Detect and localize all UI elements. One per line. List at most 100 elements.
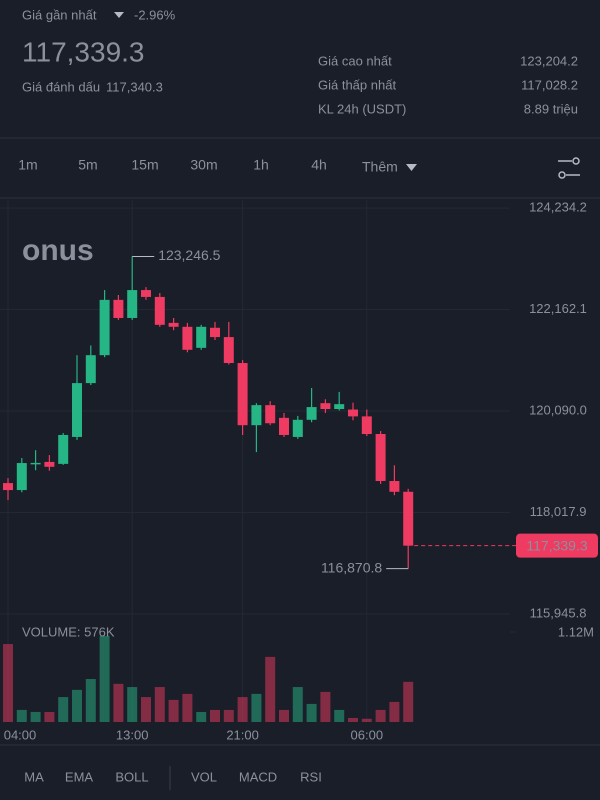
candle-body xyxy=(58,434,69,464)
candle-body xyxy=(85,355,96,384)
interval-tab[interactable]: 15m xyxy=(131,157,158,173)
candle-body xyxy=(141,290,151,297)
candle-body xyxy=(389,481,400,492)
volume-bar xyxy=(58,697,69,722)
candle-body xyxy=(154,296,165,325)
candle-body xyxy=(72,383,82,437)
volume-bar xyxy=(72,689,82,722)
dropdown-icon[interactable] xyxy=(114,12,124,18)
low-label: 116,870.8 xyxy=(321,559,382,575)
last-price-tag xyxy=(516,533,598,558)
x-tick-label: 13:00 xyxy=(116,727,149,742)
y-tick-label: 115,945.8 xyxy=(530,605,587,620)
y-tick-label: 120,090.0 xyxy=(529,402,587,417)
dropdown-icon[interactable] xyxy=(406,164,417,171)
candle-body xyxy=(196,326,207,348)
x-tick-label: 21:00 xyxy=(226,727,259,742)
interval-tab[interactable]: 4h xyxy=(311,157,327,173)
candle-body xyxy=(99,299,110,356)
volume-bar xyxy=(141,697,151,722)
candle-body xyxy=(223,337,234,364)
volume-bar xyxy=(196,711,207,722)
candle-body xyxy=(237,363,248,426)
volume-bar xyxy=(348,717,358,722)
indicator-tab[interactable]: MA xyxy=(24,769,44,784)
watermark: onus xyxy=(22,234,94,267)
candle-body xyxy=(113,299,124,318)
candle-body xyxy=(375,434,386,482)
y-tick-label: 124,234.2 xyxy=(529,200,587,215)
price: 117,339.3 xyxy=(22,36,145,67)
indicator-tab[interactable]: VOL xyxy=(191,769,217,784)
more-button[interactable]: Thêm xyxy=(362,159,398,175)
volume-bar xyxy=(99,636,110,722)
stat-value: 8.89 triệu xyxy=(524,101,578,116)
volume-bar xyxy=(279,709,289,722)
volume-bar xyxy=(375,709,386,722)
stat-label: Giá thấp nhất xyxy=(318,77,396,92)
last-price-label: 117,339.3 xyxy=(526,537,587,553)
chart: onus 124,234.2 122,162.1 120,090.0 118,017.9… xyxy=(0,200,598,742)
candle-body xyxy=(403,491,414,546)
candle-body xyxy=(16,463,27,491)
candle-body xyxy=(30,462,41,465)
change: -2.96% xyxy=(134,7,176,22)
volume-bar xyxy=(306,703,317,722)
volume-bar xyxy=(16,709,27,722)
volume-bar xyxy=(361,718,372,722)
volume-bar xyxy=(30,711,41,722)
last-label[interactable]: Giá gần nhất xyxy=(22,7,97,22)
volume-bar xyxy=(113,683,124,722)
candle-body xyxy=(210,327,220,338)
volume-bar xyxy=(251,693,262,722)
mark-price: 117,340.3 xyxy=(106,79,163,94)
volume-bar xyxy=(182,693,193,722)
mark-label: Giá đánh dấu xyxy=(22,79,100,94)
volume-bar xyxy=(265,656,276,722)
volume-max-label: 1.12M xyxy=(558,624,594,639)
indicator-tab[interactable]: MACD xyxy=(239,769,277,784)
indicator-tab[interactable]: BOLL xyxy=(115,769,148,784)
volume-bar xyxy=(44,711,55,722)
stat-value: 123,204.2 xyxy=(520,53,578,68)
y-tick-label: 122,162.1 xyxy=(529,301,587,316)
interval-tab[interactable]: 1m xyxy=(18,157,37,173)
candle-body xyxy=(182,326,193,350)
volume-bar xyxy=(85,679,96,722)
stat-value: 117,028.2 xyxy=(521,77,578,92)
candle-body xyxy=(168,322,179,327)
settings-icon[interactable] xyxy=(558,157,580,179)
candle-body xyxy=(127,290,138,318)
candle-body xyxy=(306,407,317,420)
indicator-tab[interactable]: RSI xyxy=(300,769,322,784)
candle-body xyxy=(292,419,303,437)
volume-bar xyxy=(237,697,248,722)
x-tick-label: 04:00 xyxy=(4,727,37,742)
indicator-tab[interactable]: EMA xyxy=(65,769,94,784)
indicator-tabs: MA EMA BOLL VOL MACD RSI xyxy=(24,766,322,790)
volume-bar xyxy=(389,701,400,722)
high-label: 123,246.5 xyxy=(158,247,220,263)
volume-bar xyxy=(334,709,345,722)
candle-body xyxy=(3,483,13,491)
candle-body xyxy=(279,417,289,435)
volume-bar xyxy=(168,699,179,722)
volume-bar xyxy=(223,709,234,722)
candle-body xyxy=(334,404,345,410)
volume-bar xyxy=(210,709,220,722)
volume-title: VOLUME: 576K xyxy=(22,624,115,639)
volume-bar xyxy=(154,687,165,722)
y-tick-label: 118,017.9 xyxy=(530,504,587,519)
candle-body xyxy=(348,409,358,417)
volume-bar xyxy=(403,681,414,722)
stat-label: Giá cao nhất xyxy=(318,53,392,68)
volume-bar xyxy=(320,691,331,722)
volume-bar xyxy=(127,687,138,722)
interval-tab[interactable]: 5m xyxy=(78,157,97,173)
candle-body xyxy=(265,405,276,424)
candle-body xyxy=(320,403,331,410)
interval-tab[interactable]: 30m xyxy=(190,157,217,173)
volume-bar xyxy=(3,644,13,722)
interval-tab[interactable]: 1h xyxy=(253,157,269,173)
